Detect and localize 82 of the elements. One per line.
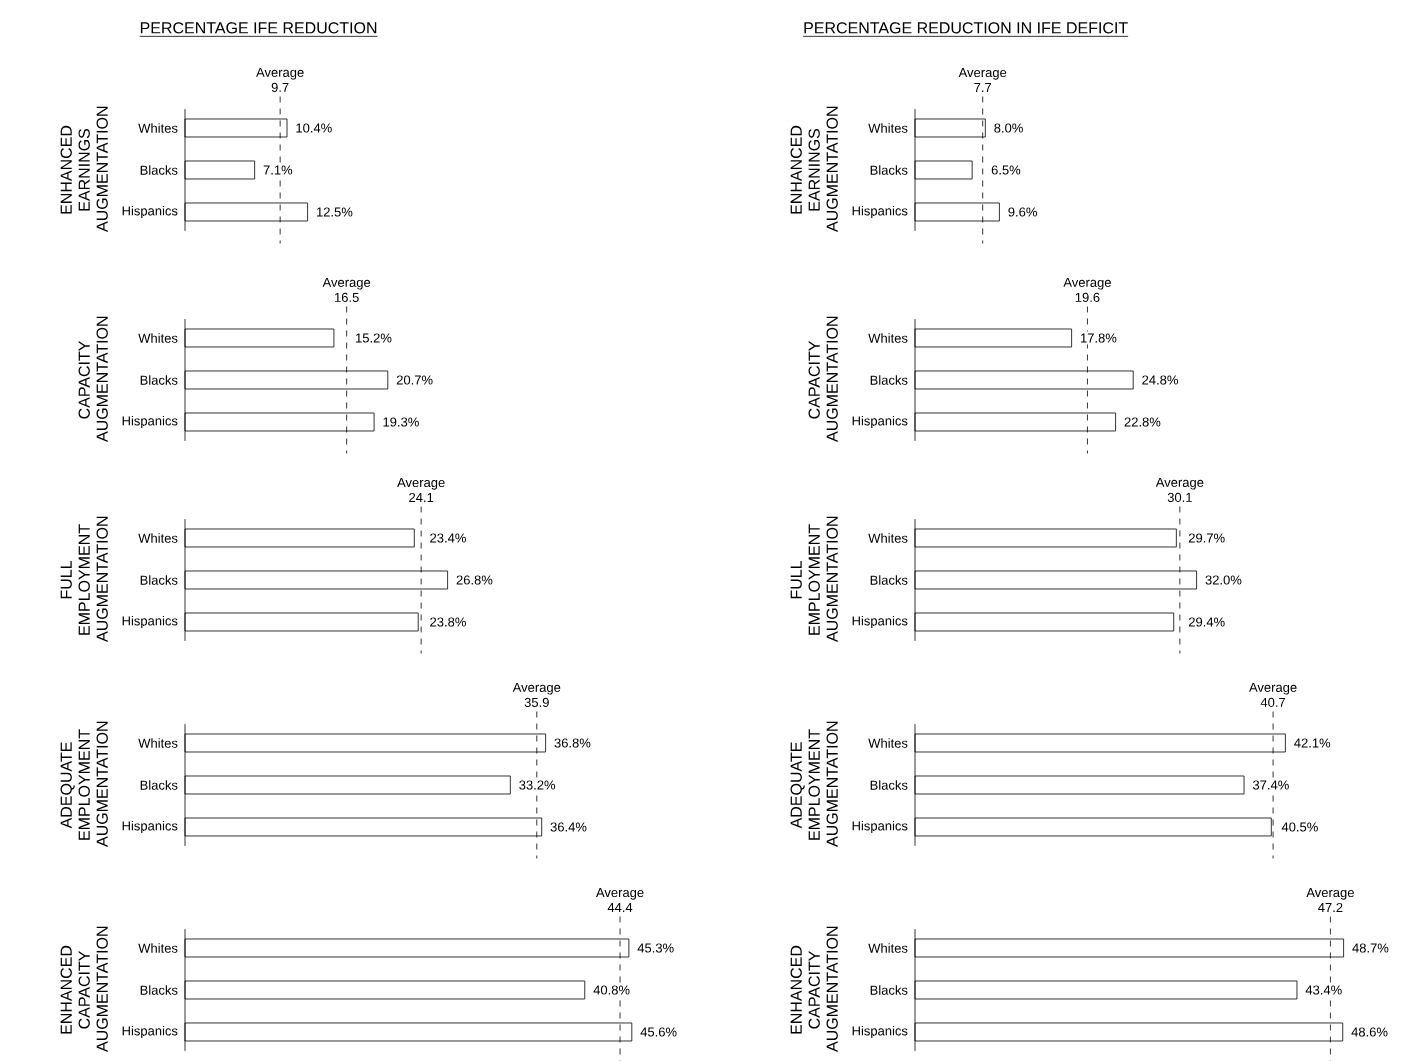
- y-tick-label: Whites: [868, 943, 908, 953]
- data-label: 48.6%: [1351, 1027, 1388, 1037]
- data-label: 24.8%: [1142, 375, 1178, 385]
- data-label: 26.8%: [456, 575, 493, 585]
- y-tick-label: Hispanics: [122, 615, 178, 629]
- data-label: 22.8%: [1124, 417, 1161, 427]
- y-tick-label: Whites: [138, 333, 178, 343]
- y-axis-title: ENHANCED EARNINGS AUGMENTATION: [790, 106, 838, 232]
- data-label: 19.3%: [383, 417, 419, 427]
- data-label: 37.4%: [1252, 780, 1289, 790]
- data-label: 48.7%: [1352, 943, 1389, 953]
- ref-line-label: Average 24.1: [397, 478, 445, 502]
- y-tick-label: Hispanics: [122, 1025, 178, 1039]
- y-tick-label: Blacks: [140, 375, 178, 385]
- y-tick-label: Whites: [868, 123, 908, 133]
- y-tick-label: Whites: [868, 333, 908, 343]
- data-label: 43.4%: [1305, 985, 1342, 995]
- y-tick-label: Blacks: [870, 780, 908, 790]
- y-tick-label: Blacks: [870, 575, 908, 585]
- y-axis-title: ADEQUATE EMPLOYMENT AUGMENTATION: [60, 721, 108, 847]
- chart-title: PERCENTAGE REDUCTION IN IFE DEFICIT: [804, 22, 1128, 34]
- y-tick-label: Whites: [868, 533, 908, 543]
- y-axis-title: ADEQUATE EMPLOYMENT AUGMENTATION: [790, 721, 838, 847]
- y-axis-title: ENHANCED CAPACITY AUGMENTATION: [790, 926, 838, 1052]
- data-label: 23.4%: [430, 533, 466, 543]
- y-tick-label: Hispanics: [122, 820, 178, 834]
- y-tick-label: Hispanics: [852, 615, 908, 629]
- ref-line-label: Average 19.6: [1063, 277, 1111, 302]
- y-tick-label: Whites: [138, 943, 178, 953]
- data-label: 36.8%: [554, 738, 591, 748]
- ref-line-label: Average 9.7: [256, 67, 304, 92]
- y-tick-label: Hispanics: [852, 205, 908, 219]
- y-axis-title: FULL EMPLOYMENT AUGMENTATION: [60, 516, 108, 642]
- y-tick-label: Blacks: [140, 985, 178, 995]
- y-tick-label: Blacks: [140, 165, 178, 175]
- data-label: 6.5%: [991, 165, 1021, 175]
- data-label: 42.1%: [1294, 738, 1331, 748]
- data-label: 17.8%: [1081, 333, 1117, 343]
- y-axis-title: FULL EMPLOYMENT AUGMENTATION: [790, 516, 838, 642]
- data-label: 23.8%: [430, 617, 466, 627]
- y-axis-title: ENHANCED CAPACITY AUGMENTATION: [60, 926, 108, 1052]
- data-label: 29.4%: [1188, 617, 1225, 627]
- data-label: 33.2%: [519, 780, 556, 790]
- data-label: 45.3%: [637, 943, 674, 953]
- data-label: 40.8%: [593, 985, 630, 995]
- y-tick-label: Whites: [138, 738, 178, 748]
- data-label: 9.6%: [1008, 207, 1037, 217]
- y-tick-label: Hispanics: [852, 820, 908, 834]
- data-label: 32.0%: [1205, 575, 1242, 585]
- y-tick-label: Blacks: [870, 985, 908, 995]
- data-label: 15.2%: [356, 333, 392, 343]
- chart-title: PERCENTAGE IFE REDUCTION: [140, 22, 377, 34]
- y-tick-label: Hispanics: [122, 415, 178, 429]
- y-tick-label: Blacks: [870, 165, 908, 175]
- y-tick-label: Blacks: [140, 575, 178, 585]
- data-label: 8.0%: [994, 123, 1023, 133]
- ref-line-label: Average 44.4: [595, 888, 644, 912]
- data-label: 36.4%: [550, 822, 587, 832]
- y-tick-label: Whites: [868, 738, 908, 748]
- y-axis-title: CAPACITY AUGMENTATION: [78, 316, 108, 442]
- y-tick-label: Hispanics: [122, 205, 178, 219]
- y-tick-label: Blacks: [140, 780, 178, 790]
- y-axis-title: CAPACITY AUGMENTATION: [808, 316, 838, 442]
- y-axis-title: ENHANCED EARNINGS AUGMENTATION: [60, 106, 108, 232]
- y-tick-label: Blacks: [870, 375, 908, 385]
- ref-line-label: Average 30.1: [1155, 477, 1204, 502]
- data-label: 20.7%: [396, 375, 433, 385]
- data-label: 10.4%: [296, 123, 332, 133]
- data-label: 45.6%: [640, 1027, 677, 1037]
- data-label: 29.7%: [1188, 533, 1225, 543]
- data-label: 7.1%: [263, 165, 293, 175]
- y-tick-label: Hispanics: [852, 1025, 908, 1039]
- data-label: 12.5%: [317, 207, 353, 217]
- ref-line-label: Average 7.7: [958, 68, 1007, 92]
- y-tick-label: Whites: [138, 123, 178, 133]
- ref-line-label: Average 35.9: [512, 682, 561, 707]
- data-label: 40.5%: [1281, 822, 1318, 832]
- ref-line-label: Average 16.5: [322, 277, 371, 302]
- y-tick-label: Whites: [138, 533, 178, 543]
- ref-line-label: Average 40.7: [1249, 682, 1297, 707]
- y-tick-label: Hispanics: [852, 415, 908, 429]
- ref-line-label: Average 47.2: [1306, 888, 1354, 912]
